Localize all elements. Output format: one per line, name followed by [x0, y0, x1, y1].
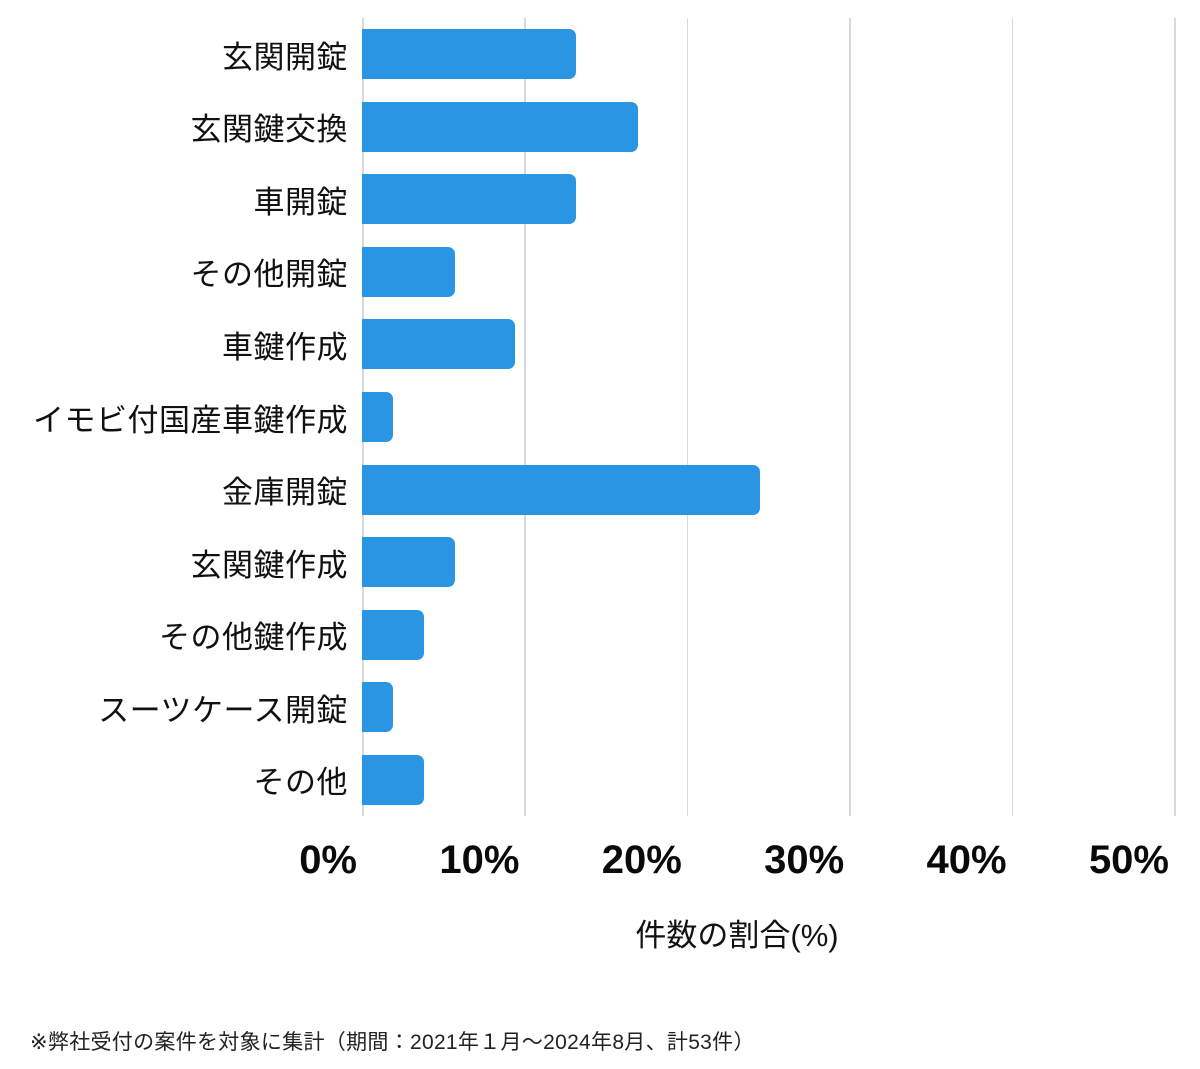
chart-row: 玄関鍵交換: [0, 91, 1174, 164]
x-tick-label: 20%: [601, 838, 682, 882]
bar: [362, 101, 639, 152]
category-label: その他開錠: [190, 257, 348, 293]
bar: [362, 319, 515, 370]
category-label: 車開錠: [253, 184, 348, 220]
bar-track: [362, 682, 1174, 733]
bar: [362, 682, 393, 733]
x-axis-title: 件数の割合(%): [635, 918, 839, 953]
gridline: [849, 18, 851, 816]
gridline: [524, 18, 526, 816]
chart-row: その他: [0, 743, 1174, 816]
footnote: ※弊社受付の案件を対象に集計（期間：2021年１月〜2024年8月、計53件）: [30, 1031, 755, 1054]
chart-row: その他開錠: [0, 236, 1174, 309]
gridline: [1174, 18, 1176, 816]
bar: [362, 246, 455, 297]
category-label: 玄関開錠: [222, 39, 348, 75]
bar: [362, 464, 760, 515]
bar: [362, 29, 577, 80]
category-label: 金庫開錠: [222, 475, 348, 511]
bar-track: [362, 392, 1174, 442]
bar: [362, 174, 577, 225]
bar-track: [362, 246, 1174, 297]
gridline: [686, 18, 689, 816]
bar-track: [362, 29, 1174, 80]
bar-track: [362, 537, 1174, 588]
bar: [362, 754, 424, 805]
bar: [362, 609, 424, 660]
category-label: その他鍵作成: [159, 620, 348, 656]
chart-row: 玄関開錠: [0, 18, 1174, 91]
bar-track: [362, 464, 1174, 515]
x-axis-ticks: 0% 10% 20% 30% 40% 50%: [0, 836, 1200, 884]
bar: [362, 392, 393, 442]
bar: [362, 537, 455, 588]
chart-rows: 玄関開錠玄関鍵交換車開錠その他開錠車鍵作成イモビ付国産車鍵作成金庫開錠玄関鍵作成…: [0, 18, 1174, 816]
category-label: 玄関鍵交換: [190, 112, 348, 148]
bar-track: [362, 609, 1174, 660]
category-label: 車鍵作成: [222, 329, 348, 365]
chart-row: 玄関鍵作成: [0, 526, 1174, 599]
chart-row: 車開錠: [0, 163, 1174, 236]
x-tick-label: 40%: [926, 838, 1007, 882]
bar-track: [362, 101, 1174, 152]
chart-row: イモビ付国産車鍵作成: [0, 381, 1174, 454]
chart-row: 金庫開錠: [0, 453, 1174, 526]
bar-track: [362, 319, 1174, 370]
x-tick-label: 0%: [299, 838, 357, 882]
category-label: スーツケース開錠: [98, 692, 348, 728]
x-tick-label: 30%: [764, 838, 845, 882]
chart-row: 車鍵作成: [0, 308, 1174, 381]
chart-row: その他鍵作成: [0, 598, 1174, 671]
category-label: その他: [253, 765, 348, 801]
bar-track: [362, 754, 1174, 805]
chart-row: スーツケース開錠: [0, 671, 1174, 744]
category-label: 玄関鍵作成: [190, 547, 348, 583]
gridline: [1011, 18, 1014, 816]
bar-track: [362, 174, 1174, 225]
x-tick-label: 50%: [1088, 838, 1169, 882]
category-label: イモビ付国産車鍵作成: [33, 402, 348, 438]
x-tick-label: 10%: [439, 838, 520, 882]
